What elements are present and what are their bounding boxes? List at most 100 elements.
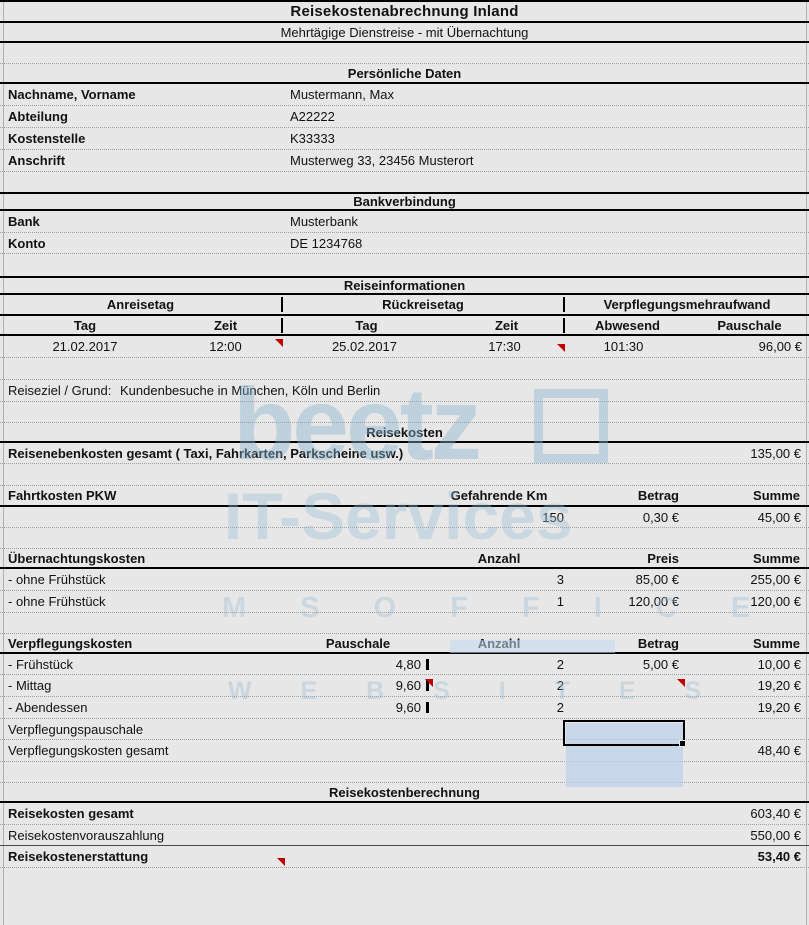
sum-cell[interactable]: 19,20 € bbox=[757, 700, 801, 715]
meals-row-breakfast: - Frühstück 4,80 2 5,00 € 10,00 € bbox=[0, 654, 809, 675]
column-group-return: Rückreisetag bbox=[283, 297, 565, 312]
col-header-absent: Abwesend bbox=[594, 317, 660, 333]
empty-row bbox=[0, 254, 809, 276]
count-cell[interactable]: 2 bbox=[556, 678, 564, 693]
col-header-price: Preis bbox=[647, 550, 679, 566]
flatrate-cell[interactable]: 4,80 bbox=[283, 657, 433, 672]
section-title: Reisekosten bbox=[366, 424, 443, 440]
allowance-cell[interactable]: 96,00 € bbox=[758, 339, 802, 354]
selected-cell[interactable] bbox=[563, 720, 686, 747]
sum-cell[interactable]: 19,20 € bbox=[757, 678, 801, 693]
misc-costs-row: Reisenebenkosten gesamt ( Taxi, Fahrkart… bbox=[0, 443, 809, 464]
car-costs-label: Fahrtkosten PKW bbox=[8, 488, 117, 503]
section-title: Bankverbindung bbox=[353, 194, 456, 209]
bank-field[interactable]: Musterbank bbox=[290, 214, 358, 229]
purpose-field[interactable]: Kundenbesuche in München, Köln und Berli… bbox=[120, 383, 381, 398]
absent-hours-cell[interactable]: 101:30 bbox=[603, 339, 644, 354]
meal-item-label: - Frühstück bbox=[8, 656, 74, 672]
col-header-time: Zeit bbox=[170, 317, 283, 333]
column-group-departure: Anreisetag bbox=[0, 297, 283, 312]
form-title-row: Reisekostenabrechnung Inland bbox=[0, 2, 809, 23]
department-field[interactable]: A22222 bbox=[290, 109, 335, 124]
field-label: Anschrift bbox=[8, 153, 66, 168]
misc-costs-value-cell[interactable]: 135,00 € bbox=[750, 445, 801, 461]
lodging-header-row: Übernachtungskosten Anzahl Preis Summe bbox=[0, 549, 809, 569]
col-header-amount: Betrag bbox=[637, 488, 679, 503]
col-header-flatrate: Pauschale bbox=[325, 635, 391, 651]
flatrate-cell[interactable]: 9,60 bbox=[283, 678, 433, 693]
lodging-label: Übernachtungskosten bbox=[8, 550, 146, 566]
sum-cell[interactable]: 255,00 € bbox=[750, 572, 801, 587]
calc-section-header: Reisekostenberechnung bbox=[0, 783, 809, 803]
flatrate-cell[interactable]: 9,60 bbox=[283, 700, 433, 715]
bank-row-account: Konto DE 1234768 bbox=[0, 233, 809, 254]
trip-section-header: Reiseinformationen bbox=[0, 276, 809, 295]
col-header-day: Tag bbox=[355, 317, 378, 333]
price-cell[interactable]: 120,00 € bbox=[628, 594, 679, 609]
field-label: Bank bbox=[8, 214, 40, 229]
trip-group-header-row: Anreisetag Rückreisetag Verpflegungsmehr… bbox=[0, 295, 809, 316]
comment-marker-icon[interactable] bbox=[277, 858, 285, 866]
count-cell[interactable]: 1 bbox=[556, 594, 564, 609]
col-header-count: Anzahl bbox=[477, 635, 521, 651]
col-header-sum: Summe bbox=[753, 635, 800, 651]
comment-marker-icon[interactable] bbox=[677, 679, 685, 687]
costs-section-header: Reisekosten bbox=[0, 423, 809, 443]
count-cell[interactable]: 2 bbox=[556, 656, 564, 672]
empty-row bbox=[0, 402, 809, 423]
account-field[interactable]: DE 1234768 bbox=[290, 235, 363, 251]
comment-marker-icon[interactable] bbox=[425, 679, 433, 687]
price-cell[interactable]: 85,00 € bbox=[635, 572, 679, 587]
rate-cell[interactable]: 0,30 € bbox=[642, 509, 679, 525]
field-label: Abteilung bbox=[8, 109, 68, 124]
departure-time-cell[interactable]: 12:00 bbox=[209, 339, 242, 354]
count-cell[interactable]: 3 bbox=[556, 572, 564, 587]
comment-marker-icon[interactable] bbox=[275, 339, 283, 347]
meals-flatrate-label: Verpflegungspauschale bbox=[8, 721, 144, 737]
address-field[interactable]: Musterweg 33, 23456 Musterort bbox=[290, 153, 474, 168]
col-header-km: Gefahrende Km bbox=[450, 488, 548, 503]
return-time-cell[interactable]: 17:30 bbox=[488, 339, 521, 354]
meal-item-label: - Mittag bbox=[8, 678, 52, 693]
meals-label: Verpflegungskosten bbox=[8, 635, 133, 651]
count-cell[interactable]: 2 bbox=[556, 700, 564, 715]
empty-row bbox=[0, 43, 809, 64]
car-sum-cell[interactable]: 45,00 € bbox=[757, 509, 801, 525]
fill-handle[interactable] bbox=[679, 740, 686, 747]
refund-cell[interactable]: 53,40 € bbox=[757, 849, 801, 864]
lodging-item-label: - ohne Frühstück bbox=[8, 572, 106, 587]
lodging-row: - ohne Frühstück 3 85,00 € 255,00 € bbox=[0, 569, 809, 591]
personal-row-costcenter: Kostenstelle K33333 bbox=[0, 128, 809, 150]
costcenter-field[interactable]: K33333 bbox=[290, 131, 335, 146]
trip-purpose-row: Reiseziel / Grund: Kundenbesuche in Münc… bbox=[0, 380, 809, 402]
comment-marker-icon[interactable] bbox=[557, 344, 565, 352]
sum-cell[interactable]: 120,00 € bbox=[750, 594, 801, 609]
advance-cell[interactable]: 550,00 € bbox=[750, 827, 801, 843]
section-title: Persönliche Daten bbox=[347, 65, 462, 81]
departure-date-cell[interactable]: 21.02.2017 bbox=[52, 339, 118, 354]
meal-item-label: - Abendessen bbox=[8, 700, 88, 715]
flatrate-value: 4,80 bbox=[395, 656, 421, 672]
km-cell[interactable]: 150 bbox=[542, 509, 564, 525]
field-label: Nachname, Vorname bbox=[8, 87, 136, 102]
meals-total-cell[interactable]: 48,40 € bbox=[757, 743, 801, 758]
column-group-meal-allowance: Verpflegungsmehraufwand bbox=[603, 297, 771, 312]
personal-section-header: Persönliche Daten bbox=[0, 64, 809, 84]
meals-row-dinner: - Abendessen 9,60 2 19,20 € bbox=[0, 697, 809, 719]
form-subtitle-row: Mehrtägige Dienstreise - mit Übernachtun… bbox=[0, 23, 809, 43]
amount-cell[interactable]: 5,00 € bbox=[642, 656, 679, 672]
section-title: Reisekostenberechnung bbox=[329, 784, 480, 800]
name-field[interactable]: Mustermann, Max bbox=[290, 87, 395, 102]
return-date-cell[interactable]: 25.02.2017 bbox=[331, 339, 398, 354]
total-costs-cell[interactable]: 603,40 € bbox=[750, 806, 801, 821]
empty-row bbox=[0, 613, 809, 634]
spin-bar-icon bbox=[426, 658, 429, 670]
field-label: Kostenstelle bbox=[8, 131, 86, 146]
car-costs-values-row: 150 0,30 € 45,00 € bbox=[0, 507, 809, 528]
col-header-allowance: Pauschale bbox=[717, 317, 782, 333]
lodging-item-label: - ohne Frühstück bbox=[8, 594, 106, 609]
sum-cell[interactable]: 10,00 € bbox=[757, 656, 801, 672]
calc-row-refund: Reisekostenerstattung 53,40 € bbox=[0, 846, 809, 868]
trip-subheader-row: Tag Zeit Tag Zeit Abwesend Pauschale bbox=[0, 316, 809, 336]
